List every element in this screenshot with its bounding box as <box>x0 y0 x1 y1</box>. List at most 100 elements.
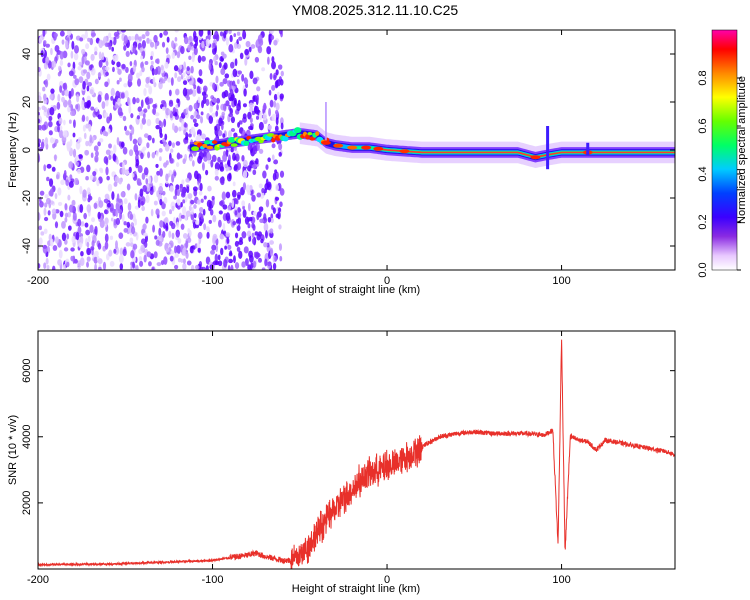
spectrogram-cell <box>65 179 69 186</box>
spectrogram-cell <box>199 182 203 192</box>
spectrogram-cell <box>136 72 140 79</box>
spectrogram-cell <box>67 194 71 201</box>
spectrogram-cell <box>183 122 188 128</box>
spectrogram-cell <box>205 98 210 107</box>
spectrogram-cell <box>145 30 150 37</box>
spectrogram-cell <box>150 55 153 61</box>
spectrogram-cell <box>228 130 232 139</box>
spectrogram-cell <box>185 251 189 259</box>
spectrogram-cell <box>125 242 131 247</box>
spectrogram-cell <box>259 191 265 199</box>
spectrogram-cell <box>242 103 247 108</box>
spectrogram-cell <box>55 236 59 244</box>
spectrogram-cell <box>127 36 132 41</box>
spectrogram-cell <box>143 133 149 138</box>
spectrogram-cell <box>48 178 54 187</box>
spectrogram-cell <box>78 61 83 66</box>
spectrogram-cell <box>184 196 188 203</box>
spectrogram-cell <box>176 204 181 210</box>
spectrogram-cell <box>151 151 156 159</box>
spectrogram-cell <box>86 204 92 213</box>
spectrogram-cell <box>40 231 45 236</box>
spectrogram-cell <box>225 191 231 199</box>
spectrogram-cell <box>166 36 170 43</box>
spectrogram-cell <box>62 83 66 90</box>
spectrogram-cell <box>233 255 236 264</box>
spectrogram-cell <box>273 93 278 101</box>
spectrogram-cell <box>75 104 79 110</box>
spectrogram-cell <box>113 218 117 226</box>
spectrogram-cell <box>201 100 204 109</box>
spectrogram-cell <box>147 134 152 141</box>
spectrogram-cell <box>163 197 168 204</box>
spectrogram-cell <box>140 55 144 60</box>
spectrogram-cell <box>120 141 125 148</box>
spectrogram-cell <box>278 143 283 151</box>
spectrogram-cell <box>196 134 202 143</box>
spectrogram-cell <box>83 212 87 220</box>
spectrogram-cell <box>174 30 179 33</box>
spectrogram-cell <box>159 168 163 177</box>
spectrogram-cell <box>62 130 68 138</box>
spectrogram-cell <box>225 100 230 107</box>
spectrogram-cell <box>91 240 95 248</box>
spectrogram-cell <box>194 224 200 229</box>
spectrogram-cell <box>123 35 128 45</box>
spectrogram-cell <box>38 142 41 148</box>
spectrogram-cell <box>220 51 225 56</box>
spectrogram-cell <box>161 41 166 48</box>
spectrogram-cell <box>139 188 144 198</box>
spectrogram-cell <box>137 136 143 145</box>
spectrogram-cell <box>260 238 264 244</box>
spectrogram-cell <box>232 68 238 78</box>
spectrogram-cell <box>87 82 93 87</box>
spectrogram-cell <box>183 36 189 45</box>
spectrogram-cell <box>94 263 97 270</box>
spectrogram-cell <box>143 167 149 176</box>
spectrogram-cell <box>49 188 54 197</box>
spectrogram-cell <box>141 117 146 125</box>
spectrogram-cell <box>132 64 137 73</box>
spectrogram-cell <box>64 212 69 218</box>
spectrogram-cell <box>43 228 48 235</box>
spectrogram-cell <box>115 217 121 226</box>
spectrogram-cell <box>272 262 277 270</box>
spectrogram-cell <box>97 114 103 120</box>
spectrogram-cell <box>92 175 97 182</box>
spectrogram-cell <box>239 52 244 60</box>
spectrogram-cell <box>256 192 262 198</box>
spectrogram-cell <box>135 97 140 104</box>
spectrogram-cell <box>176 221 180 228</box>
spectrogram-cell <box>247 202 251 212</box>
spectrogram-cell <box>205 38 211 48</box>
spectrogram-cell <box>70 50 74 59</box>
spectrogram-cell <box>83 132 87 140</box>
spectrogram-cell <box>182 263 187 270</box>
colorbar-tick-label: 0.2 <box>697 214 709 229</box>
spectrogram-cell <box>189 156 193 162</box>
spectrogram-cell <box>253 145 258 155</box>
spectrogram-cell <box>249 216 253 222</box>
spectrogram-cell <box>182 232 188 239</box>
spectrogram-cell <box>84 101 88 109</box>
spectrogram-cell <box>60 179 65 186</box>
spectrogram-cell <box>72 148 77 158</box>
spectrogram-cell <box>86 164 91 173</box>
spectrogram-cell <box>94 155 99 163</box>
spectrogram-cell <box>128 149 134 157</box>
spectrogram-cell <box>66 141 72 150</box>
spectrogram-cell <box>73 119 76 129</box>
spectrogram-cell <box>98 266 102 270</box>
spectrogram-cell <box>223 30 227 39</box>
spectrogram-cell <box>73 177 79 186</box>
spectrogram-cell <box>121 63 126 70</box>
spectrogram-cell <box>43 164 47 172</box>
spectrogram-cell <box>242 159 248 168</box>
spectrogram-cell <box>275 184 279 191</box>
spectrogram-cell <box>190 65 194 74</box>
spectrogram-cell <box>145 216 149 224</box>
spectrogram-cell <box>182 72 186 78</box>
spectrogram-cell <box>70 110 76 117</box>
spectrogram-cell <box>207 30 211 36</box>
spectrogram-cell <box>146 142 150 149</box>
